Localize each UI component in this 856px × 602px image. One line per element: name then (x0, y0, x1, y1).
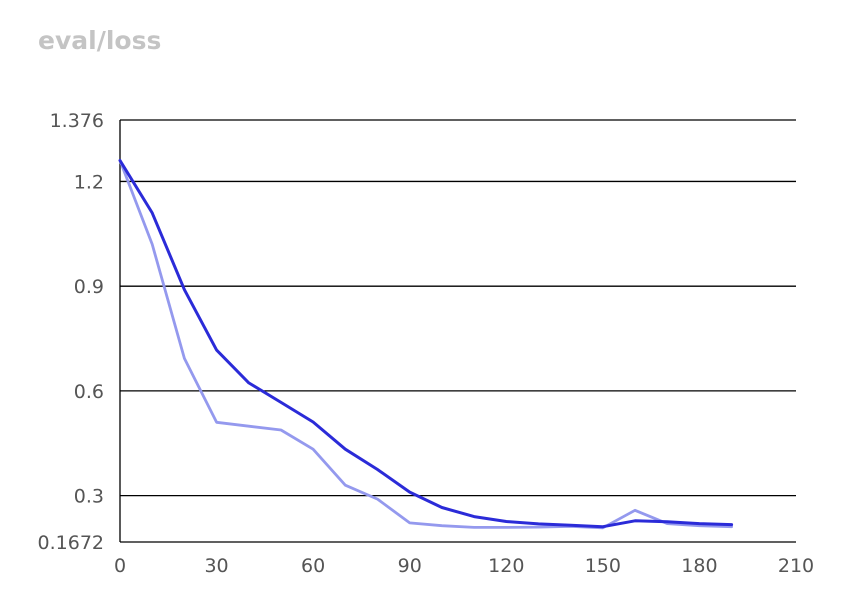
y-tick-label: 0.1672 (38, 532, 104, 554)
y-tick-label: 0.3 (74, 486, 104, 508)
y-tick-label: 0.9 (74, 276, 104, 298)
x-tick-label: 90 (398, 555, 422, 577)
y-tick-label: 0.6 (74, 381, 104, 403)
chart-title: eval/loss (38, 26, 162, 55)
grid-lines (119, 119, 796, 543)
x-tick-label: 30 (204, 555, 228, 577)
y-tick-label: 1.2 (74, 171, 104, 193)
y-tick-labels: 0.1672 0.3 0.6 0.9 1.2 1.376 (38, 110, 104, 554)
x-tick-label: 60 (301, 555, 325, 577)
x-tick-label: 210 (778, 555, 814, 577)
x-tick-label: 150 (585, 555, 621, 577)
x-tick-label: 120 (488, 555, 524, 577)
y-tick-label: 1.376 (50, 110, 104, 132)
series-line-2 (118, 159, 733, 530)
x-tick-labels: 0 30 60 90 120 150 180 210 (114, 555, 814, 577)
series-lines (118, 159, 734, 530)
x-tick-label: 180 (681, 555, 717, 577)
series-line-1 (118, 159, 734, 529)
x-tick-label: 0 (114, 555, 126, 577)
